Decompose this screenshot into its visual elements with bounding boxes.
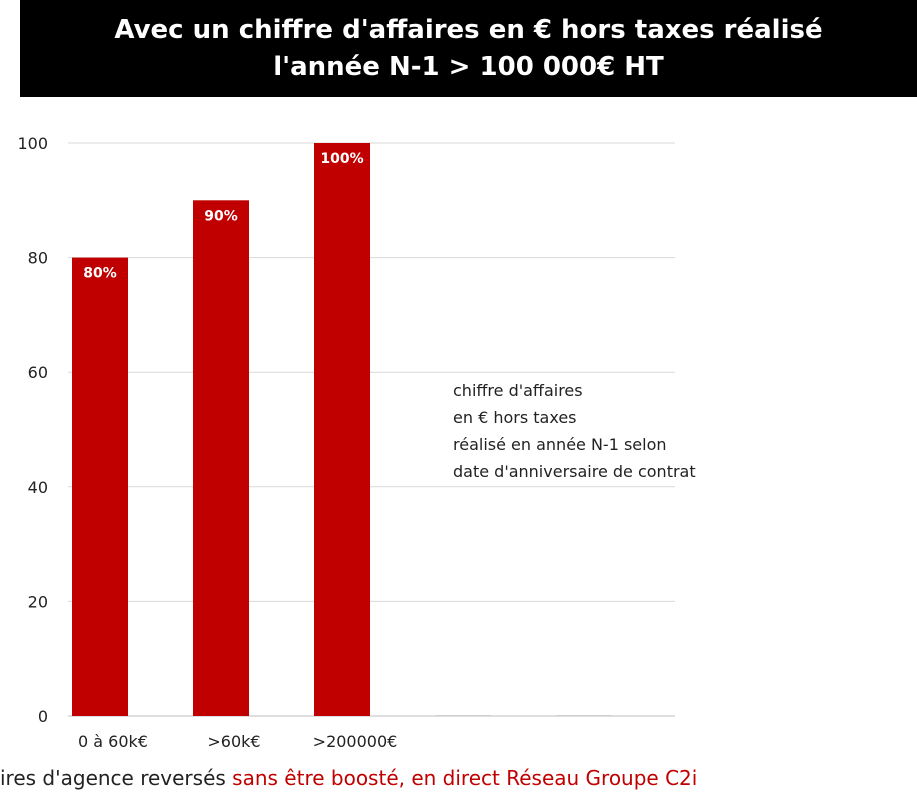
footer-highlight: sans être boosté, en direct Réseau Group… bbox=[232, 766, 698, 790]
x-category-label: >200000€ bbox=[313, 732, 398, 751]
bar bbox=[193, 200, 249, 717]
bar bbox=[435, 715, 491, 716]
annotation-line-3: réalisé en année N-1 selon bbox=[453, 435, 667, 454]
x-category-label: >60k€ bbox=[207, 732, 260, 751]
title-line-2: l'année N-1 > 100 000€ HT bbox=[273, 52, 664, 82]
bar-data-label: 100% bbox=[320, 151, 363, 167]
y-tick-label: 0 bbox=[38, 707, 48, 726]
y-tick-label: 80 bbox=[28, 249, 48, 268]
y-tick-label: 100 bbox=[17, 134, 48, 153]
annotation-line-2: en € hors taxes bbox=[453, 408, 577, 427]
bar bbox=[72, 257, 128, 716]
bar bbox=[314, 143, 370, 716]
y-tick-label: 40 bbox=[28, 478, 48, 497]
bar bbox=[556, 715, 612, 716]
footer-caption: ires d'agence reversés sans être boosté,… bbox=[0, 766, 697, 790]
annotation-line-4: date d'anniversaire de contrat bbox=[453, 462, 696, 481]
y-tick-label: 60 bbox=[28, 363, 48, 382]
chart-annotation: chiffre d'affaires en € hors taxes réali… bbox=[453, 377, 696, 485]
annotation-line-1: chiffre d'affaires bbox=[453, 381, 583, 400]
footer-text: ires d'agence reversés bbox=[0, 766, 233, 790]
bar-data-label: 80% bbox=[83, 266, 117, 282]
title-line-1: Avec un chiffre d'affaires en € hors tax… bbox=[114, 15, 823, 45]
title-banner: Avec un chiffre d'affaires en € hors tax… bbox=[20, 0, 917, 97]
x-category-label: 0 à 60k€ bbox=[78, 732, 148, 751]
bar-data-label: 90% bbox=[204, 208, 238, 224]
y-tick-label: 20 bbox=[28, 592, 48, 611]
